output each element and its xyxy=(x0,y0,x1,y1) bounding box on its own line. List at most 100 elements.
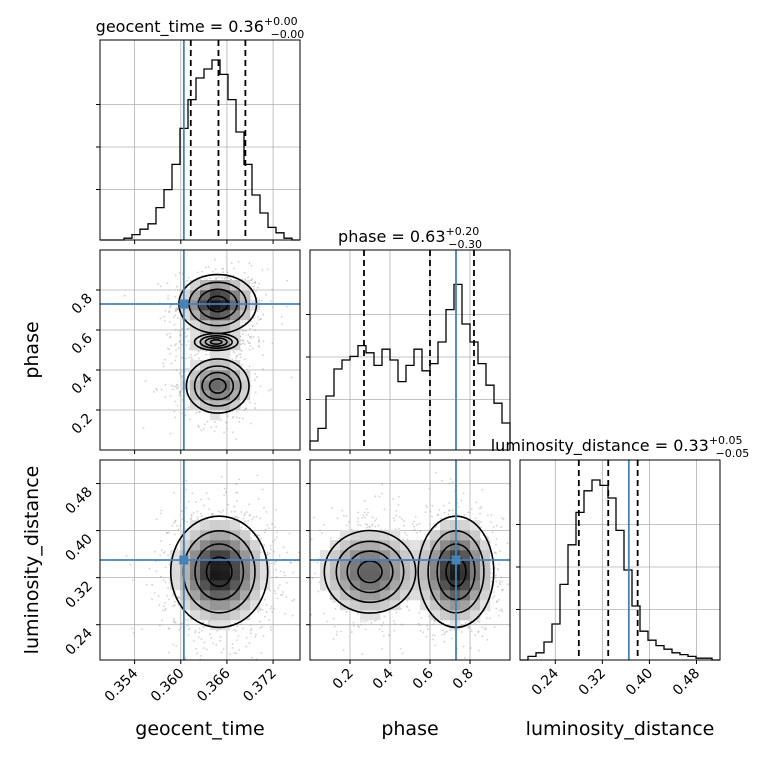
density-cell xyxy=(350,530,361,541)
sample-point xyxy=(242,339,244,342)
sample-point xyxy=(187,406,190,409)
sample-point xyxy=(506,542,509,545)
sample-point xyxy=(204,266,207,269)
sample-point xyxy=(270,629,272,631)
sample-point xyxy=(249,624,252,626)
sample-point xyxy=(398,662,400,664)
density-cell xyxy=(440,560,451,571)
density-cell xyxy=(240,600,251,611)
sample-point xyxy=(173,522,176,524)
density-cell xyxy=(190,290,201,301)
sample-point xyxy=(252,516,255,519)
density-cell xyxy=(420,590,431,601)
sample-point xyxy=(190,518,192,521)
sample-point xyxy=(177,347,180,350)
sample-point xyxy=(285,596,288,598)
sample-point xyxy=(241,350,243,352)
density-cell xyxy=(180,570,191,581)
density-cell xyxy=(460,600,471,611)
y-tick-label: 0.24 xyxy=(62,625,95,658)
truth-marker xyxy=(179,299,189,309)
sample-point xyxy=(256,322,258,325)
density-cell xyxy=(220,610,231,621)
sample-point xyxy=(189,354,192,356)
title-name: luminosity_distance xyxy=(491,436,650,456)
sample-point xyxy=(254,281,257,284)
sample-point xyxy=(174,308,177,311)
sample-point xyxy=(447,509,450,512)
sample-point xyxy=(168,651,170,654)
sample-point xyxy=(297,597,299,599)
density-cell xyxy=(220,530,231,541)
sample-point xyxy=(129,563,132,566)
sample-point xyxy=(155,387,158,390)
sample-point xyxy=(443,511,446,514)
sample-point xyxy=(205,492,208,494)
sample-point xyxy=(306,503,308,505)
density-cell xyxy=(210,350,221,361)
density-cell xyxy=(480,570,491,581)
density-cell xyxy=(220,310,231,321)
sample-point xyxy=(450,637,453,640)
sample-point xyxy=(236,491,239,494)
sample-point xyxy=(462,645,465,648)
sample-point xyxy=(254,281,257,283)
density-cell xyxy=(230,370,241,381)
sample-point xyxy=(332,617,335,620)
sample-point xyxy=(381,492,383,495)
sample-point xyxy=(222,509,225,512)
sample-point xyxy=(264,528,267,531)
sample-point xyxy=(155,518,158,520)
sample-point xyxy=(172,594,175,597)
sample-point xyxy=(441,633,444,636)
density-cell xyxy=(460,530,471,541)
sample-point xyxy=(159,624,161,627)
sample-point xyxy=(498,580,501,582)
sample-point xyxy=(235,438,237,441)
sample-point xyxy=(244,512,247,515)
sample-point xyxy=(131,579,134,581)
sample-point xyxy=(440,517,442,520)
sample-point xyxy=(441,629,444,631)
density-cell xyxy=(220,550,231,561)
sample-point xyxy=(163,552,165,554)
sample-point xyxy=(245,407,248,410)
sample-point xyxy=(190,515,193,518)
sample-point xyxy=(264,598,266,601)
y-tick-label: 0.32 xyxy=(62,578,95,611)
sample-point xyxy=(483,610,486,613)
sample-point xyxy=(175,369,178,372)
sample-point xyxy=(400,607,402,610)
sample-point xyxy=(473,663,475,665)
sample-point xyxy=(333,625,336,628)
density-cell xyxy=(180,310,191,321)
sample-point xyxy=(363,500,366,503)
panel-frame xyxy=(519,459,721,661)
sample-point xyxy=(234,357,237,360)
sample-point xyxy=(203,423,206,426)
sample-point xyxy=(381,647,383,650)
sample-point xyxy=(205,353,208,356)
sample-point xyxy=(332,638,335,640)
sample-point xyxy=(254,407,257,410)
sample-point xyxy=(272,540,274,543)
sample-point xyxy=(258,339,260,341)
density-cell xyxy=(410,580,421,591)
sample-point xyxy=(507,583,510,586)
sample-point xyxy=(470,620,473,622)
sample-point xyxy=(461,631,463,633)
sample-point xyxy=(172,388,174,391)
sample-point xyxy=(254,402,256,405)
sample-point xyxy=(420,616,423,619)
sample-point xyxy=(340,630,342,633)
density-cell xyxy=(230,610,241,621)
density-cell xyxy=(380,570,391,581)
sample-point xyxy=(176,308,179,310)
sample-point xyxy=(392,517,395,520)
sample-point xyxy=(224,276,227,279)
sample-point xyxy=(186,520,189,523)
density-cell xyxy=(230,360,241,371)
density-cell xyxy=(430,590,441,601)
sample-point xyxy=(403,524,405,527)
sample-point xyxy=(500,526,502,529)
